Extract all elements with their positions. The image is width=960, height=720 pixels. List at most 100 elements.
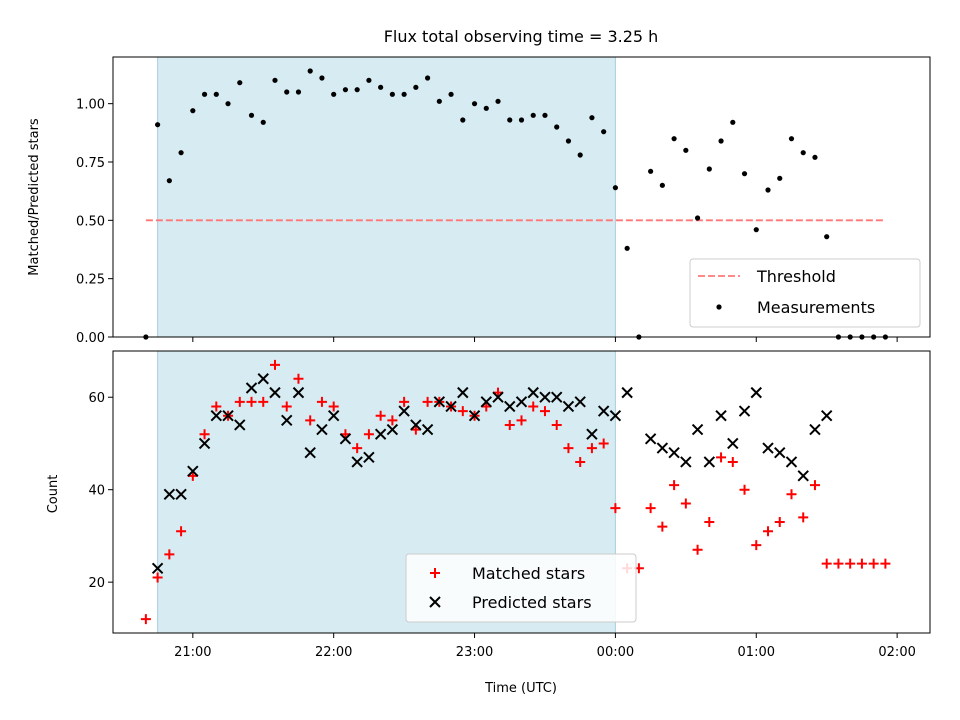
matched-star-point <box>516 415 527 426</box>
predicted-star-point <box>703 456 716 468</box>
legend-threshold-label: Threshold <box>756 267 836 286</box>
matched-star-point <box>645 503 656 514</box>
matched-star-point <box>763 526 774 537</box>
matched-star-point <box>539 406 550 417</box>
plot-frame <box>112 350 931 634</box>
measurement-point <box>342 87 349 93</box>
predicted-star-point <box>586 428 598 440</box>
matched-star-point <box>669 480 680 491</box>
predicted-star-point <box>234 419 246 431</box>
matched-star-point <box>786 489 797 500</box>
matched-star-point <box>504 419 515 430</box>
measurement-point <box>765 187 771 193</box>
matched-star-point <box>845 558 856 569</box>
series-measurements <box>143 68 888 340</box>
matched-star-point <box>176 526 187 537</box>
matched-star-point <box>821 558 832 569</box>
matched-star-point <box>563 443 574 454</box>
bottom-y-axis-label: Count <box>46 475 61 514</box>
matched-star-point <box>739 484 750 495</box>
matched-star-point <box>586 443 597 454</box>
matched-star-point <box>234 396 245 407</box>
measurement-point <box>237 80 243 86</box>
measurement-point <box>624 245 630 251</box>
matched-star-point <box>246 396 257 407</box>
predicted-star-point <box>327 410 340 422</box>
matched-star-point <box>199 429 210 440</box>
measurement-point <box>800 150 806 156</box>
y-tick-label: 1.00 <box>76 98 105 113</box>
matched-star-point <box>269 359 280 370</box>
measurement-point <box>436 98 442 104</box>
measurement-point <box>483 105 489 111</box>
predicted-star-point <box>433 396 446 408</box>
predicted-star-point <box>292 386 305 399</box>
measurement-point <box>507 117 513 123</box>
predicted-star-point <box>316 423 328 436</box>
bottom-panel: 20 40 60 21:00 22:00 23:00 00:00 01:00 02:00 Matc… <box>88 350 931 660</box>
predicted-star-point <box>492 391 504 403</box>
matched-star-point <box>281 401 292 412</box>
x-tick-label: 02:00 <box>878 645 915 660</box>
legend-predicted-swatch <box>429 596 441 608</box>
measurement-point <box>213 91 219 97</box>
predicted-star-point <box>515 396 528 408</box>
measurement-point <box>542 112 548 118</box>
matched-star-point <box>856 558 867 569</box>
matched-star-point <box>352 443 363 454</box>
predicted-star-point <box>351 456 363 468</box>
chart-title: Flux total observing time = 3.25 h <box>384 27 659 46</box>
measurement-point <box>260 119 266 125</box>
predicted-star-point <box>597 405 610 417</box>
measurement-point <box>295 89 302 95</box>
legend-bottom: Matched stars Predicted stars <box>405 553 637 623</box>
measurement-point <box>354 87 360 93</box>
matched-star-point <box>528 401 539 412</box>
x-axis-label: Time (UTC) <box>484 681 557 696</box>
x-tick-label: 22:00 <box>315 645 352 660</box>
legend-matched-swatch <box>430 568 440 578</box>
matched-star-point <box>375 410 386 421</box>
measurement-point <box>319 75 325 81</box>
measurement-point <box>694 215 701 221</box>
y-tick-label: 0.50 <box>76 214 105 229</box>
legend-frame <box>405 553 637 623</box>
matched-star-point <box>751 540 762 551</box>
plot-frame <box>112 56 931 338</box>
shaded-observing-interval <box>157 56 616 338</box>
predicted-star-point <box>269 386 281 399</box>
measurement-point <box>648 168 654 174</box>
predicted-star-point <box>175 488 187 501</box>
predicted-star-point <box>445 400 457 413</box>
legend-top: Threshold Measurements <box>689 258 921 328</box>
matched-star-point <box>598 438 609 449</box>
matched-star-point <box>457 406 468 417</box>
predicted-star-point <box>504 400 516 413</box>
predicted-star-point <box>210 410 223 422</box>
matched-star-point <box>305 415 316 426</box>
matched-star-point <box>328 401 339 412</box>
measurement-point <box>518 117 525 123</box>
legend-measurements-swatch <box>716 304 722 310</box>
matched-star-point <box>152 572 163 583</box>
measurement-point <box>741 171 748 177</box>
top-panel: 0.00 0.25 0.50 0.75 1.00 Threshold Measurement… <box>76 56 931 346</box>
predicted-star-point <box>257 373 269 385</box>
measurement-point <box>612 185 619 191</box>
measurement-point <box>460 117 466 123</box>
matched-star-point <box>575 456 586 467</box>
predicted-star-point <box>762 442 774 454</box>
y-tick-label: 0.00 <box>76 331 105 346</box>
predicted-star-point <box>281 414 293 427</box>
measurement-point <box>577 152 583 158</box>
matched-star-point <box>774 517 785 528</box>
measurement-point <box>753 227 759 233</box>
x-tick-label: 21:00 <box>174 645 211 660</box>
predicted-star-point <box>151 562 164 574</box>
measurement-point <box>671 136 677 142</box>
measurement-point <box>307 68 313 74</box>
predicted-star-point <box>809 423 821 436</box>
measurement-point <box>413 84 419 90</box>
predicted-star-point <box>187 465 199 477</box>
measurement-point <box>659 182 665 188</box>
